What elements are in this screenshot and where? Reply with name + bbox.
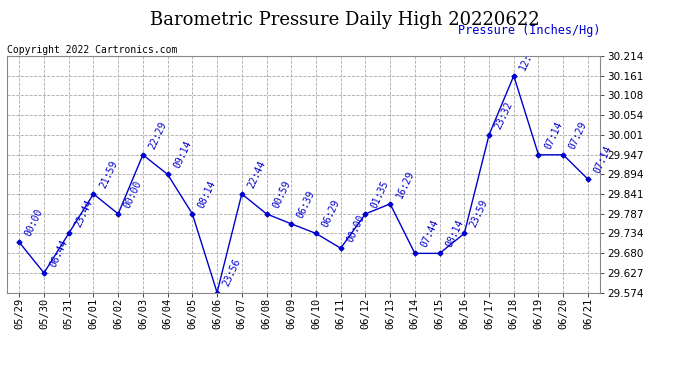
Text: 09:14: 09:14 — [172, 140, 193, 170]
Text: 06:44: 06:44 — [48, 238, 70, 269]
Text: Barometric Pressure Daily High 20220622: Barometric Pressure Daily High 20220622 — [150, 11, 540, 29]
Text: 07:29: 07:29 — [567, 120, 589, 151]
Text: 07:14: 07:14 — [592, 144, 613, 175]
Text: 22:44: 22:44 — [246, 159, 268, 190]
Text: 08:14: 08:14 — [444, 218, 465, 249]
Text: 23:59: 23:59 — [469, 198, 490, 229]
Text: 08:14: 08:14 — [197, 179, 218, 210]
Text: 01:35: 01:35 — [370, 179, 391, 210]
Text: 23:56: 23:56 — [221, 258, 243, 288]
Text: 07:14: 07:14 — [542, 120, 564, 151]
Text: 07:44: 07:44 — [419, 218, 440, 249]
Text: 21:59: 21:59 — [97, 159, 119, 190]
Text: 06:29: 06:29 — [320, 198, 342, 229]
Text: 23:44: 23:44 — [73, 198, 95, 229]
Text: 23:32: 23:32 — [493, 100, 515, 131]
Text: Pressure (Inches/Hg): Pressure (Inches/Hg) — [457, 24, 600, 38]
Text: 00:00: 00:00 — [122, 179, 144, 210]
Text: 06:39: 06:39 — [295, 189, 317, 220]
Text: 00:59: 00:59 — [270, 179, 292, 210]
Text: 22:29: 22:29 — [147, 120, 168, 151]
Text: 00:00: 00:00 — [23, 207, 45, 238]
Text: 12:: 12: — [518, 51, 535, 72]
Text: Copyright 2022 Cartronics.com: Copyright 2022 Cartronics.com — [7, 45, 177, 55]
Text: 16:29: 16:29 — [394, 169, 416, 200]
Text: 00:00: 00:00 — [345, 213, 366, 244]
